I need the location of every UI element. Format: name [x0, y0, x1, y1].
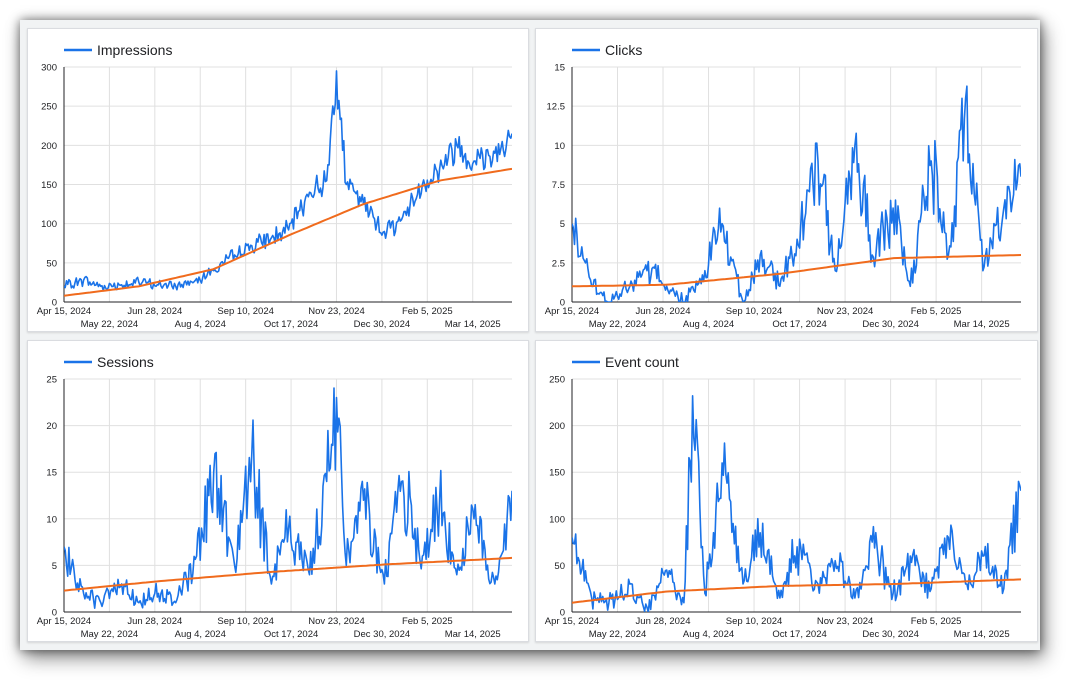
y-tick-label: 12.5 — [547, 102, 566, 113]
x-tick-label: Aug 4, 2024 — [175, 629, 226, 640]
legend-label: Event count — [605, 354, 679, 370]
legend: Impressions — [64, 42, 172, 58]
clicks-chart: Clicks 0 2.5 5 7.5 10 12.5 15 Apr 15, 2024 May 22… — [545, 42, 1021, 330]
y-tick-label: 0 — [52, 608, 57, 619]
gridlines — [63, 378, 512, 613]
gridlines — [571, 66, 1021, 303]
chart-card-event-count: Event count 0 50 100 150 200 250 Apr 15, 2024 Ma… — [535, 340, 1038, 642]
gridlines — [571, 378, 1021, 613]
x-tick-label: Sep 10, 2024 — [217, 616, 274, 627]
series-line — [572, 395, 1021, 612]
x-tick-label: Oct 17, 2024 — [264, 629, 318, 640]
y-tick-label: 20 — [46, 421, 57, 432]
y-tick-label: 150 — [41, 180, 57, 191]
x-tick-label: Apr 15, 2024 — [37, 306, 91, 317]
x-tick-label: May 22, 2024 — [589, 629, 647, 640]
trend-line — [572, 254, 1021, 288]
x-tick-label: Dec 30, 2024 — [354, 319, 411, 330]
x-tick-label: Aug 4, 2024 — [175, 319, 226, 330]
series-line — [64, 387, 512, 609]
x-tick-label: Oct 17, 2024 — [772, 629, 826, 640]
x-tick-label: Nov 23, 2024 — [817, 616, 874, 627]
y-tick-label: 15 — [46, 468, 57, 479]
x-tick-label: Sep 10, 2024 — [726, 306, 783, 317]
series-line — [64, 70, 512, 292]
y-tick-label: 7.5 — [552, 180, 565, 191]
x-tick-label: Nov 23, 2024 — [308, 616, 365, 627]
x-tick-label: Jun 28, 2024 — [127, 616, 182, 627]
trend-line — [64, 167, 512, 297]
x-tick-label: Mar 14, 2025 — [954, 629, 1010, 640]
y-tick-label: 15 — [554, 63, 565, 74]
x-tick-label: Dec 30, 2024 — [354, 629, 411, 640]
y-tick-label: 250 — [41, 102, 57, 113]
x-tick-label: Aug 4, 2024 — [683, 629, 734, 640]
x-tick-label: Apr 15, 2024 — [545, 616, 599, 627]
legend: Event count — [572, 354, 679, 370]
x-tick-label: Apr 15, 2024 — [545, 306, 599, 317]
y-tick-label: 5 — [560, 219, 565, 230]
x-tick-label: Jun 28, 2024 — [636, 306, 691, 317]
impressions-chart: Impressions 0 50 100 150 200 250 300 Apr 15, 202… — [37, 42, 512, 330]
x-tick-label: Feb 5, 2025 — [402, 616, 453, 627]
y-tick-label: 200 — [41, 141, 57, 152]
y-tick-label: 200 — [549, 421, 565, 432]
y-tick-label: 0 — [560, 298, 565, 309]
x-tick-label: Mar 14, 2025 — [445, 629, 501, 640]
x-tick-label: Jun 28, 2024 — [636, 616, 691, 627]
y-tick-label: 25 — [46, 375, 57, 386]
x-tick-label: May 22, 2024 — [589, 319, 647, 330]
chart-card-sessions: Sessions 0 5 10 15 20 25 Apr 15, 2024 May 22, 20… — [27, 340, 529, 642]
chart-card-impressions: Impressions 0 50 100 150 200 250 300 Apr 15, 202… — [27, 28, 529, 332]
x-tick-label: Dec 30, 2024 — [862, 629, 919, 640]
legend-label: Impressions — [97, 42, 172, 58]
legend: Sessions — [64, 354, 154, 370]
x-tick-label: Nov 23, 2024 — [308, 306, 365, 317]
x-tick-label: Feb 5, 2025 — [402, 306, 453, 317]
x-tick-label: Oct 17, 2024 — [264, 319, 318, 330]
x-tick-label: Aug 4, 2024 — [683, 319, 734, 330]
y-tick-label: 100 — [549, 514, 565, 525]
y-tick-label: 150 — [549, 468, 565, 479]
y-tick-label: 0 — [52, 298, 57, 309]
x-tick-label: Nov 23, 2024 — [817, 306, 874, 317]
x-tick-label: Mar 14, 2025 — [445, 319, 501, 330]
x-tick-label: Feb 5, 2025 — [911, 616, 962, 627]
y-tick-label: 5 — [52, 561, 57, 572]
legend-label: Sessions — [97, 354, 154, 370]
y-tick-label: 250 — [549, 375, 565, 386]
x-tick-label: Mar 14, 2025 — [954, 319, 1010, 330]
x-tick-label: Apr 15, 2024 — [37, 616, 91, 627]
x-tick-label: May 22, 2024 — [81, 629, 139, 640]
event-count-chart: Event count 0 50 100 150 200 250 Apr 15, 2024 Ma… — [545, 354, 1021, 640]
legend: Clicks — [572, 42, 642, 58]
x-tick-label: Oct 17, 2024 — [772, 319, 826, 330]
x-tick-label: Sep 10, 2024 — [217, 306, 274, 317]
legend-label: Clicks — [605, 42, 642, 58]
x-tick-label: Jun 28, 2024 — [127, 306, 182, 317]
y-tick-label: 300 — [41, 63, 57, 74]
dashboard-frame: Impressions 0 50 100 150 200 250 300 Apr 15, 202… — [20, 20, 1040, 650]
x-tick-label: Sep 10, 2024 — [726, 616, 783, 627]
y-tick-label: 2.5 — [552, 258, 565, 269]
trend-line — [572, 578, 1021, 604]
x-tick-label: Dec 30, 2024 — [862, 319, 919, 330]
y-tick-label: 10 — [46, 514, 57, 525]
y-tick-label: 100 — [41, 219, 57, 230]
x-tick-label: Feb 5, 2025 — [911, 306, 962, 317]
x-tick-label: May 22, 2024 — [81, 319, 139, 330]
y-tick-label: 0 — [560, 608, 565, 619]
y-tick-label: 50 — [46, 258, 57, 269]
sessions-chart: Sessions 0 5 10 15 20 25 Apr 15, 2024 May 22, 20… — [37, 354, 512, 640]
series-line — [572, 85, 1021, 302]
chart-card-clicks: Clicks 0 2.5 5 7.5 10 12.5 15 Apr 15, 2024 May 22… — [535, 28, 1038, 332]
y-tick-label: 50 — [554, 561, 565, 572]
y-tick-label: 10 — [554, 141, 565, 152]
gridlines — [63, 66, 512, 303]
trend-line — [64, 556, 512, 592]
